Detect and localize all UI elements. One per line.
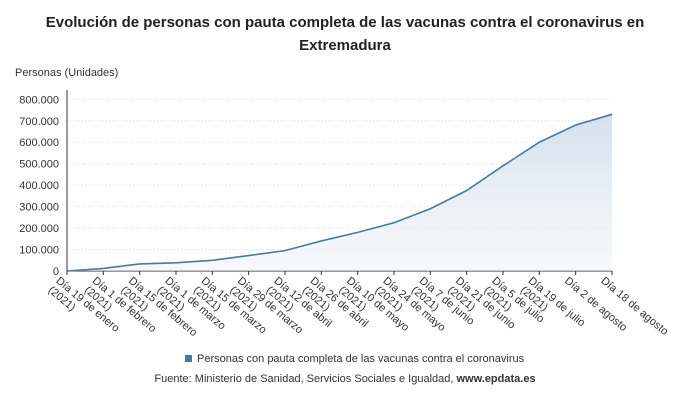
y-tick-label: 400.000 [19,180,59,192]
y-tick-label: 200.000 [19,223,59,235]
y-tick-label: 100.000 [19,245,59,257]
y-tick-label: 800.000 [19,94,59,106]
legend-label: Personas con pauta completa de las vacun… [197,353,525,365]
area [67,114,612,271]
y-tick-label: 0 [53,266,59,278]
source-link: www.epdata.es [456,373,536,385]
y-tick-label: 700.000 [19,116,59,128]
x-tick-label: Día 2 de agosto [562,275,629,334]
x-tick-label: Día 18 de agosto [598,275,670,338]
y-tick-label: 500.000 [19,159,59,171]
y-tick-label: 300.000 [19,202,59,214]
y-axis-label: Personas (Unidades) [15,67,118,79]
source-text: Fuente: Ministerio de Sanidad, Servicios… [154,373,453,385]
legend-swatch [185,355,192,362]
line [66,113,613,272]
y-tick-label: 600.000 [19,137,59,149]
chart-title: Evolución de personas con pauta completa… [46,14,645,31]
source: Fuente: Ministerio de Sanidad, Servicios… [154,373,535,385]
chart-title: Extremadura [299,37,391,54]
